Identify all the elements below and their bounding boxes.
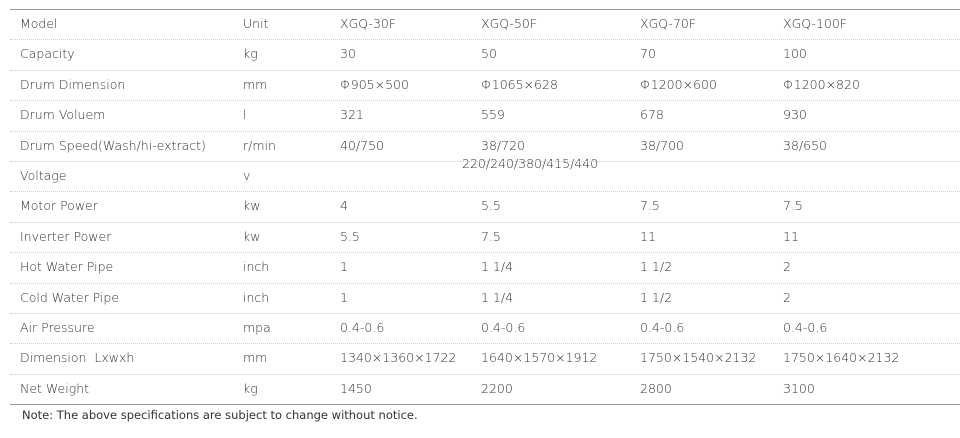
cell: 100 (783, 46, 807, 62)
cell: 0.4-0.6 (783, 320, 828, 335)
cell: Motor Power (20, 198, 98, 214)
cell: kw (243, 228, 261, 244)
cell: 38/650 (783, 137, 827, 153)
cell: 5.5 (481, 198, 501, 214)
header-cell: XGQ-70F (640, 16, 697, 31)
cell: 7.5 (640, 198, 660, 214)
cell: 0.4-0.6 (640, 320, 685, 335)
cell: mm (243, 350, 268, 366)
cell: Φ1200×600 (640, 76, 717, 92)
cell: 930 (783, 107, 807, 123)
cell: 0.4-0.6 (340, 320, 385, 335)
row-divider (10, 313, 960, 314)
row-divider (10, 39, 960, 41)
header-cell: XGQ-50F (481, 16, 538, 31)
cell: 38/700 (640, 137, 684, 153)
cell: 1750×1640×2132 (783, 350, 900, 366)
header-cell: Unit (243, 16, 269, 31)
top-border (10, 9, 960, 10)
cell: r/min (243, 137, 276, 153)
row-divider (10, 343, 960, 345)
cell: Φ1200×820 (783, 76, 860, 92)
header-cell: Model (20, 16, 58, 31)
cell: 1 1/2 (640, 289, 673, 305)
cell: Cold Water Pipe (20, 289, 120, 305)
cell: 0.4-0.6 (481, 320, 526, 335)
row-divider (10, 161, 960, 162)
row-divider (10, 252, 960, 254)
cell: Hot Water Pipe (20, 259, 114, 275)
cell: kg (243, 46, 258, 62)
cell: 1 1/4 (481, 259, 514, 275)
cell: Capacity (20, 46, 75, 62)
cell: 1750×1540×2132 (640, 350, 757, 366)
cell: 11 (640, 228, 656, 244)
cell: 559 (481, 107, 505, 123)
cell: 4 (340, 198, 348, 214)
cell: 1 (340, 289, 348, 305)
cell: 2 (783, 259, 791, 275)
cell: Drum Voluem (20, 107, 106, 123)
cell: 50 (481, 46, 497, 62)
cell: 7.5 (481, 228, 501, 244)
cell: 1 1/4 (481, 289, 514, 305)
cell: 678 (640, 107, 664, 123)
cell: v (243, 168, 251, 183)
cell: 11 (783, 228, 799, 244)
cell: Dimension Lxwxh (20, 350, 135, 366)
cell: 2200 (481, 380, 513, 396)
row-divider (10, 191, 960, 193)
cell: Drum Dimension (20, 76, 126, 92)
cell: 321 (340, 107, 364, 123)
cell: 70 (640, 46, 656, 62)
cell: 38/720 (481, 137, 525, 153)
header-cell: XGQ-30F (340, 16, 397, 31)
header-cell: XGQ-100F (783, 16, 847, 31)
cell: 3100 (783, 380, 815, 396)
cell: mpa (243, 320, 271, 335)
cell: Inverter Power (20, 228, 112, 244)
cell: l (243, 107, 247, 123)
cell: inch (243, 259, 270, 275)
row-divider (10, 69, 960, 71)
cell: 1 (340, 259, 348, 275)
cell: 2 (783, 289, 791, 305)
cell: kg (243, 380, 258, 396)
note: Note: The above specifications are subje… (22, 408, 418, 422)
cell: 30 (340, 46, 356, 62)
cell: Voltage (20, 168, 67, 183)
cell: kw (243, 198, 261, 214)
cell: 7.5 (783, 198, 803, 214)
cell: mm (243, 76, 268, 92)
merged-cell: 220/240/380/415/440 (462, 156, 599, 171)
cell: Net Weight (20, 380, 90, 396)
cell: Φ905×500 (340, 76, 409, 92)
row-divider (10, 130, 960, 132)
cell: 1640×1570×1912 (481, 350, 598, 366)
cell: Φ1065×628 (481, 76, 558, 92)
row-divider (10, 100, 960, 102)
cell: Air Pressure (20, 320, 95, 335)
row-divider (10, 221, 960, 223)
bottom-border (10, 404, 960, 406)
cell: 40/750 (340, 137, 384, 153)
cell: 1340×1360×1722 (340, 350, 457, 366)
cell: 1 1/2 (640, 259, 673, 275)
row-divider (10, 282, 960, 284)
cell: 1450 (340, 380, 372, 396)
cell: inch (243, 289, 270, 305)
row-divider (10, 373, 960, 375)
cell: Drum Speed(Wash/hi-extract) (20, 137, 206, 153)
cell: 2800 (640, 380, 672, 396)
cell: 5.5 (340, 228, 360, 244)
